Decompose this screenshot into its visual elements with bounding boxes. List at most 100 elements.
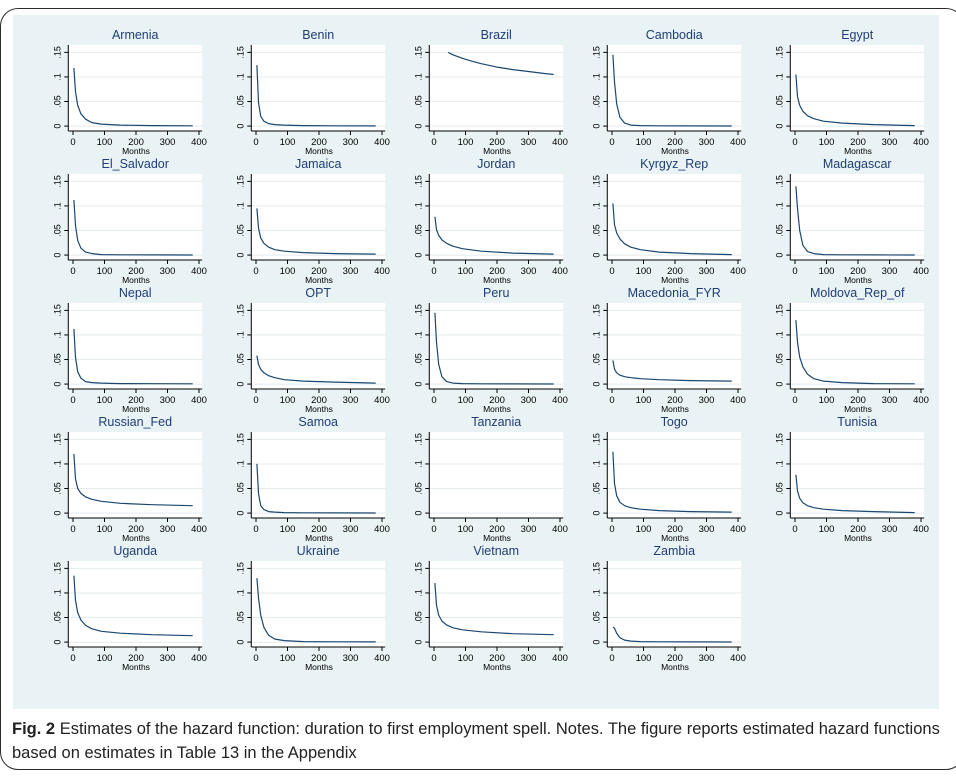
y-tick-label: .1 (52, 460, 62, 468)
y-tick-label: .1 (52, 73, 62, 81)
y-tick-label: .05 (235, 611, 245, 624)
x-tick-label: 200 (128, 524, 144, 535)
x-axis-label: Months (844, 146, 872, 156)
x-axis-label: Months (661, 146, 689, 156)
panel-nepal: 0 .05 .1 .15 0 100 200 300 400 Months Nepal (52, 286, 207, 414)
y-tick-label: .05 (774, 482, 784, 495)
x-tick-label: 200 (489, 524, 505, 535)
x-tick-label: 100 (636, 395, 652, 406)
panel-title: Kyrgyz_Rep (640, 157, 708, 171)
x-tick-label: 300 (343, 524, 359, 535)
x-axis-label: Months (305, 275, 333, 285)
caption-text: Estimates of the hazard function: durati… (12, 720, 940, 762)
plot-box (790, 432, 925, 518)
x-axis-label: Months (122, 662, 150, 672)
y-tick-label: 0 (235, 124, 245, 129)
x-tick-label: 200 (489, 266, 505, 277)
plot-box (251, 174, 386, 260)
x-tick-label: 200 (850, 524, 866, 535)
panel-title: Benin (302, 28, 334, 42)
y-tick-label: 0 (52, 640, 62, 645)
x-tick-label: 300 (160, 266, 176, 277)
x-tick-label: 400 (191, 653, 207, 664)
hazard-line (73, 199, 193, 256)
x-tick-label: 0 (70, 524, 75, 535)
y-tick-label: .05 (52, 224, 62, 237)
y-tick-label: .1 (591, 331, 601, 339)
x-tick-label: 0 (609, 653, 614, 664)
y-tick-label: .1 (774, 460, 784, 468)
y-tick-label: .1 (774, 331, 784, 339)
x-tick-label: 0 (431, 653, 436, 664)
y-tick-label: 0 (235, 382, 245, 387)
x-tick-label: 0 (792, 395, 797, 406)
y-tick-label: .05 (591, 224, 601, 237)
y-tick-label: 0 (235, 511, 245, 516)
hazard-line (795, 320, 915, 385)
panel-title: Togo (661, 415, 688, 429)
x-axis-label: Months (305, 662, 333, 672)
x-tick-label: 400 (730, 395, 746, 406)
x-tick-label: 200 (667, 266, 683, 277)
panel-title: Samoa (298, 415, 338, 429)
y-tick-label: .05 (591, 611, 601, 624)
x-tick-label: 200 (311, 266, 327, 277)
y-tick-label: .15 (591, 562, 601, 575)
x-tick-label: 100 (636, 653, 652, 664)
x-tick-label: 100 (636, 266, 652, 277)
x-tick-label: 400 (730, 524, 746, 535)
plot-box (68, 303, 203, 389)
x-tick-label: 300 (699, 524, 715, 535)
x-tick-label: 0 (792, 137, 797, 148)
plot-box (607, 174, 742, 260)
y-tick-label: .15 (413, 175, 423, 188)
plot-box (429, 432, 564, 518)
x-tick-label: 0 (792, 524, 797, 535)
y-tick-label: 0 (591, 124, 601, 129)
y-tick-label: .05 (235, 482, 245, 495)
y-tick-label: 0 (52, 511, 62, 516)
hazard-line (447, 51, 554, 76)
y-tick-label: .05 (52, 611, 62, 624)
x-tick-label: 100 (819, 266, 835, 277)
x-axis-label: Months (661, 275, 689, 285)
y-tick-label: 0 (774, 253, 784, 258)
y-tick-label: 0 (591, 511, 601, 516)
x-tick-label: 300 (160, 137, 176, 148)
panel-title: Nepal (119, 286, 152, 300)
y-tick-label: .1 (774, 202, 784, 210)
x-tick-label: 200 (667, 524, 683, 535)
x-tick-label: 400 (552, 137, 568, 148)
panel-tunisia: 0 .05 .1 .15 0 100 200 300 400 Months Tunisia (774, 415, 929, 543)
y-tick-label: .15 (591, 46, 601, 59)
y-tick-label: .1 (413, 589, 423, 597)
panel-benin: 0 .05 .1 .15 0 100 200 300 400 Months Benin (235, 28, 390, 156)
panel-ukraine: 0 .05 .1 .15 0 100 200 300 400 Months Ukraine (235, 544, 390, 672)
y-tick-label: .15 (774, 46, 784, 59)
x-tick-label: 0 (253, 137, 258, 148)
panel-opt: 0 .05 .1 .15 0 100 200 300 400 Months OPT (235, 286, 390, 414)
y-tick-label: 0 (774, 124, 784, 129)
x-tick-label: 400 (191, 524, 207, 535)
x-tick-label: 200 (850, 266, 866, 277)
x-tick-label: 100 (97, 524, 113, 535)
plot-box (68, 561, 203, 647)
y-tick-label: .15 (774, 433, 784, 446)
x-tick-label: 200 (311, 395, 327, 406)
x-tick-label: 200 (489, 395, 505, 406)
y-tick-label: 0 (413, 511, 423, 516)
y-tick-label: .15 (235, 433, 245, 446)
panel-zambia: 0 .05 .1 .15 0 100 200 300 400 Months Zambia (591, 544, 746, 672)
x-tick-label: 400 (374, 524, 390, 535)
y-tick-label: .05 (413, 482, 423, 495)
x-tick-label: 300 (699, 137, 715, 148)
hazard-line (612, 626, 732, 643)
x-tick-label: 400 (374, 395, 390, 406)
x-tick-label: 300 (343, 653, 359, 664)
x-tick-label: 300 (521, 524, 537, 535)
x-tick-label: 300 (699, 395, 715, 406)
x-tick-label: 200 (667, 653, 683, 664)
y-tick-label: .05 (774, 95, 784, 108)
hazard-line (612, 54, 732, 127)
y-tick-label: .1 (52, 331, 62, 339)
